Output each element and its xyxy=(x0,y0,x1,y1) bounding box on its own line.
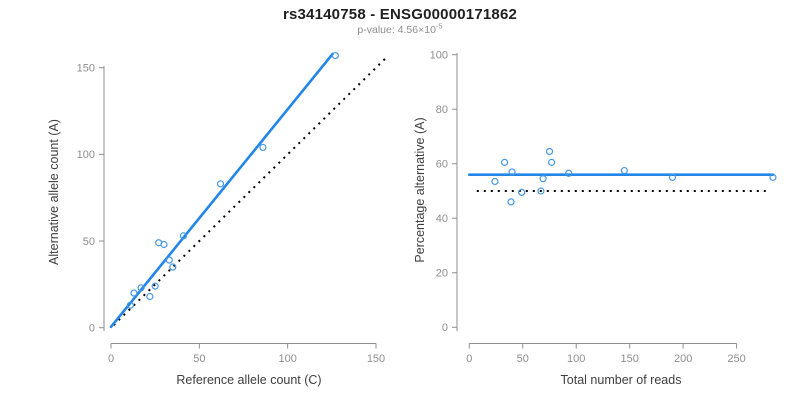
data-point-left xyxy=(179,232,188,240)
y-tick-label-right: 100 xyxy=(430,50,448,62)
y-tick-label-left: 50 xyxy=(83,236,95,248)
data-point-left xyxy=(216,180,225,188)
x-tick-label-right: 100 xyxy=(567,353,585,365)
data-point-right xyxy=(508,168,516,176)
y-tick-label-left: 0 xyxy=(89,323,95,335)
data-point-right xyxy=(565,169,573,177)
data-point-left xyxy=(160,240,168,249)
data-point-right xyxy=(668,173,677,181)
data-point-left xyxy=(130,289,138,297)
p-value-text: p-value: 4.56×10 xyxy=(357,24,436,36)
data-point-right xyxy=(507,198,515,206)
x-tick-label-left: 50 xyxy=(193,353,205,365)
data-point-left xyxy=(169,263,177,271)
x-axis-title-right: Total number of reads xyxy=(561,373,682,387)
chart-subtitle: p-value: 4.56×10-5 xyxy=(0,21,800,36)
x-tick-label-right: 250 xyxy=(727,353,745,365)
x-tick-label-left: 0 xyxy=(108,353,114,365)
x-tick-label-right: 50 xyxy=(517,353,529,365)
x-tick-label-right: 200 xyxy=(674,353,692,365)
data-point-left xyxy=(331,51,339,60)
data-point-right xyxy=(491,177,499,186)
x-tick-label-right: 0 xyxy=(466,353,472,365)
x-tick-label-left: 100 xyxy=(278,353,296,365)
data-point-left xyxy=(126,301,135,309)
fit-line-left xyxy=(109,52,335,329)
y-tick-label-left: 150 xyxy=(77,63,95,75)
y-tick-label-right: 40 xyxy=(436,213,448,225)
y-tick-label-right: 0 xyxy=(442,322,448,334)
p-value-exponent: -5 xyxy=(435,21,443,31)
data-point-left xyxy=(146,292,154,301)
y-tick-label-right: 20 xyxy=(436,268,448,280)
y-tick-label-left: 100 xyxy=(77,149,95,161)
data-point-right xyxy=(539,175,547,183)
data-point-right xyxy=(548,158,556,166)
data-point-left xyxy=(137,284,145,292)
identity-line-left xyxy=(112,54,390,326)
data-point-left xyxy=(259,143,267,152)
data-point-right xyxy=(518,188,526,196)
y-tick-label-right: 80 xyxy=(436,104,448,116)
data-point-right xyxy=(769,173,777,181)
data-point-left xyxy=(151,282,159,290)
data-point-right xyxy=(537,187,545,195)
x-axis-title-left: Reference allele count (C) xyxy=(176,373,321,387)
data-point-right xyxy=(545,147,554,156)
chart-title: rs34140758 - ENSG00000171862 xyxy=(282,6,518,23)
y-axis-title-right: Percentage alternative (A) xyxy=(413,117,427,262)
data-point-right xyxy=(500,158,509,166)
data-point-right xyxy=(620,166,628,175)
y-tick-label-right: 60 xyxy=(436,159,448,171)
data-point-left xyxy=(165,256,173,264)
x-tick-label-right: 150 xyxy=(621,353,639,365)
x-tick-label-left: 150 xyxy=(367,353,385,365)
y-axis-title-left: Alternative allele count (A) xyxy=(47,119,61,265)
